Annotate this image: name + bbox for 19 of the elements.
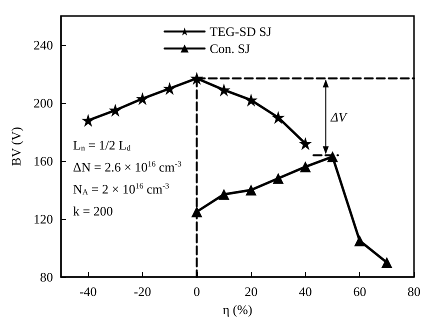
annotation: Ln = 1/2 Ld <box>73 138 131 152</box>
annotation: k = 200 <box>73 204 113 218</box>
x-tick-label: 20 <box>244 284 258 299</box>
x-tick-label: 60 <box>353 284 366 299</box>
x-tick-label: 80 <box>408 284 420 299</box>
y-tick-label: 120 <box>34 212 53 226</box>
x-tick-label: 40 <box>298 284 312 299</box>
legend-label: Con. SJ <box>210 41 250 56</box>
x-tick-label: -20 <box>134 284 152 299</box>
x-tick-label: 0 <box>194 284 200 299</box>
x-tick-label: -40 <box>79 284 97 299</box>
y-axis-title: BV (V) <box>8 126 24 166</box>
y-tick-label: 200 <box>34 96 53 110</box>
y-tick-label: 240 <box>34 38 53 52</box>
y-tick-label: 80 <box>40 270 53 284</box>
annotation: ΔV <box>330 109 348 124</box>
x-axis-title: η (%) <box>222 302 252 317</box>
legend-label: TEG-SD SJ <box>210 24 272 39</box>
y-tick-label: 160 <box>34 154 53 168</box>
